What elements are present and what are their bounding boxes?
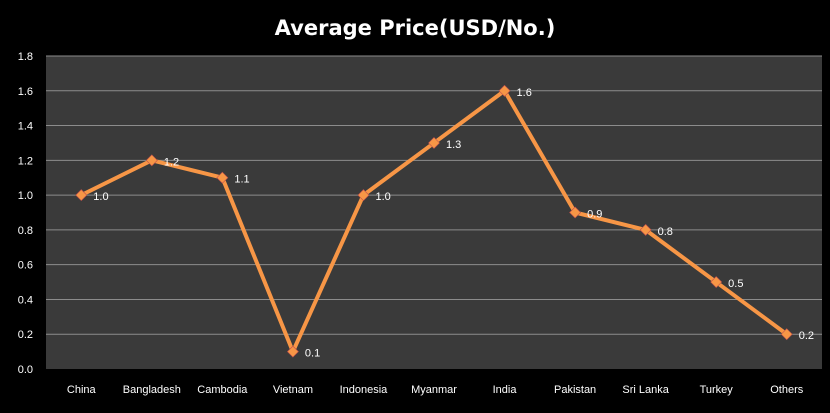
y-tick-label: 1.0	[18, 190, 33, 202]
gridlines	[46, 55, 822, 335]
data-point-marker	[498, 84, 511, 97]
data-point-marker	[780, 328, 793, 341]
data-point-marker	[428, 137, 440, 149]
data-label: 1.0	[93, 191, 108, 203]
x-tick-label: Sri Lanka	[622, 384, 669, 396]
data-label: 1.3	[446, 139, 461, 151]
x-tick-label: Myanmar	[411, 384, 457, 396]
y-tick-label: 0.0	[18, 364, 33, 376]
x-tick-label: Cambodia	[197, 384, 248, 396]
chart-title: Average Price(USD/No.)	[275, 16, 556, 40]
data-label: 0.9	[587, 209, 602, 221]
x-tick-label: India	[493, 384, 518, 396]
data-label: 1.6	[517, 87, 532, 99]
data-point-marker	[639, 223, 652, 236]
plot-area	[46, 56, 822, 369]
y-tick-label: 1.4	[18, 121, 33, 133]
x-tick-label: Indonesia	[340, 384, 389, 396]
data-point-marker	[145, 154, 158, 167]
data-label: 1.1	[234, 174, 249, 186]
y-tick-label: 0.2	[18, 329, 33, 341]
data-point-marker	[216, 171, 229, 184]
y-tick-label: 0.8	[18, 225, 33, 237]
x-tick-label: Bangladesh	[123, 384, 181, 396]
data-labels: 1.0 1.2 1.1 0.1 1.0 1.3 1.6 0.9 0.8 0.5 0.2	[93, 87, 814, 360]
x-tick-label: Pakistan	[554, 384, 596, 396]
x-tick-label: Turkey	[700, 384, 734, 396]
data-point-marker	[286, 345, 299, 358]
data-label: 0.2	[799, 330, 814, 342]
x-axis: China Bangladesh Cambodia Vietnam Indonesia M…	[67, 384, 804, 396]
data-point-marker	[75, 189, 88, 202]
data-label: 1.0	[375, 191, 390, 203]
data-label: 1.2	[164, 156, 179, 168]
y-tick-label: 0.6	[18, 260, 33, 272]
data-point-marker	[710, 276, 723, 288]
y-tick-label: 1.2	[18, 155, 33, 167]
x-tick-label: China	[67, 384, 97, 396]
data-point-marker	[569, 206, 582, 219]
x-tick-label: Vietnam	[273, 384, 313, 396]
data-point-marker	[357, 189, 370, 202]
series-average-price	[75, 84, 793, 358]
data-label: 0.8	[658, 226, 673, 238]
data-label: 0.5	[728, 278, 743, 290]
data-label: 0.1	[305, 348, 320, 360]
y-axis: 0.0 0.2 0.4 0.6 0.8 1.0 1.2 1.4 1.6 1.8	[18, 51, 33, 376]
y-tick-label: 1.6	[18, 86, 33, 98]
x-tick-label: Others	[770, 384, 804, 396]
y-tick-label: 1.8	[18, 51, 33, 63]
y-tick-label: 0.4	[18, 294, 33, 306]
